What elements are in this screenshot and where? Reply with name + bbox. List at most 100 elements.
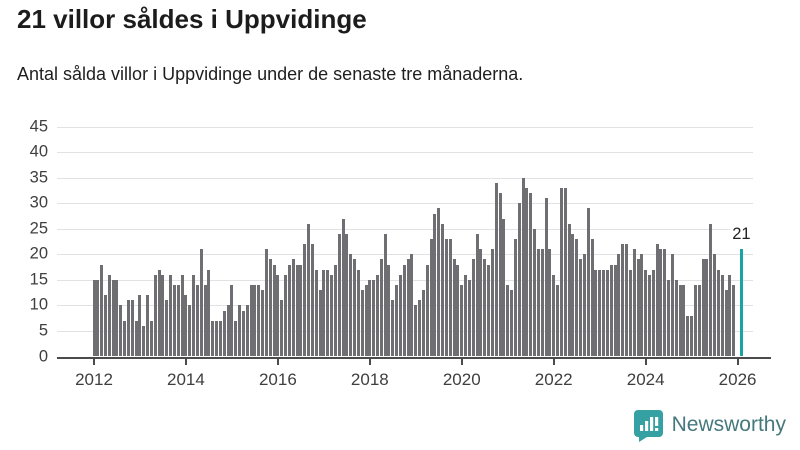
bar-month-136 (613, 264, 617, 357)
bar-month-93 (448, 239, 452, 357)
bar-month-141 (632, 249, 636, 357)
bar-month-36 (230, 285, 234, 357)
y-axis-label-30: 30 (29, 193, 48, 212)
bar-month-140 (628, 269, 632, 357)
bar-month-32 (215, 320, 219, 357)
x-axis-label-2026: 2026 (718, 369, 757, 389)
bar-month-148 (659, 249, 663, 357)
bar-month-88 (429, 239, 433, 357)
bar-month-139 (625, 244, 628, 357)
bar-month-68 (353, 259, 356, 357)
bar-month-94 (452, 259, 456, 357)
y-axis-label-10: 10 (29, 295, 48, 314)
bar-month-116 (536, 249, 540, 357)
bar-month-56 (307, 223, 311, 357)
bar-month-97 (464, 274, 468, 357)
latest-value-annotation: 21 (730, 225, 753, 245)
bar-month-162 (713, 254, 717, 357)
x-axis-tick-2024 (644, 359, 647, 365)
bar-month-117 (540, 249, 544, 357)
bar-month-38 (238, 305, 242, 357)
bar-month-120 (552, 274, 556, 357)
bar-month-103 (487, 264, 491, 357)
y-axis-label-15: 15 (29, 270, 48, 289)
y-axis-label-5: 5 (38, 321, 48, 340)
bar-month-78 (391, 300, 395, 357)
bar-month-165 (724, 290, 728, 357)
bar-month-142 (636, 259, 640, 357)
gridline-y30 (57, 203, 753, 205)
bar-month-134 (605, 269, 609, 357)
bar-month-50 (284, 274, 288, 357)
highlight-bar-latest (739, 249, 744, 357)
bar-month-10 (130, 300, 134, 357)
y-axis-label-0: 0 (38, 347, 48, 365)
bar-month-106 (498, 193, 502, 357)
x-axis-tick-2026 (736, 359, 739, 365)
bar-month-4 (107, 274, 111, 357)
bar-month-12 (138, 295, 142, 357)
bar-month-147 (655, 244, 659, 357)
bar-month-102 (483, 259, 487, 357)
bar-month-138 (621, 244, 625, 357)
bar-month-100 (475, 233, 479, 357)
gridline-y25 (57, 228, 753, 230)
bar-month-119 (548, 249, 552, 357)
bar-month-72 (368, 279, 372, 357)
bar-month-153 (678, 285, 682, 357)
bar-month-133 (602, 269, 606, 357)
bar-month-126 (575, 239, 579, 357)
x-axis-label-2020: 2020 (442, 369, 481, 389)
bar-month-114 (529, 193, 533, 357)
x-axis-tick-2016 (276, 359, 279, 365)
bar-month-98 (467, 279, 471, 357)
bar-month-90 (437, 208, 441, 357)
bar-month-79 (395, 285, 399, 357)
bar-month-62 (330, 274, 334, 357)
bar-month-58 (314, 269, 318, 357)
bar-month-64 (337, 233, 341, 357)
bar-month-151 (670, 254, 674, 357)
x-axis-label-2024: 2024 (626, 369, 665, 389)
bar-month-101 (479, 249, 483, 357)
bar-month-113 (525, 188, 529, 357)
bar-month-9 (126, 300, 130, 357)
bar-month-33 (218, 320, 222, 357)
bar-month-122 (559, 188, 563, 357)
bar-month-7 (119, 305, 123, 357)
bar-month-132 (598, 269, 602, 357)
bar-month-127 (579, 259, 583, 357)
bar-month-155 (686, 315, 690, 357)
bar-month-75 (379, 259, 383, 357)
bar-month-23 (180, 274, 184, 357)
bar-month-22 (176, 285, 180, 357)
bar-month-30 (207, 269, 211, 357)
bar-month-18 (161, 274, 165, 357)
bar-month-34 (222, 310, 226, 357)
bar-month-70 (360, 290, 364, 357)
bar-month-111 (517, 203, 521, 357)
bar-month-89 (433, 213, 437, 357)
bar-month-99 (471, 259, 475, 357)
bar-month-163 (716, 269, 720, 357)
bar-month-130 (590, 239, 594, 357)
bar-month-19 (165, 300, 169, 357)
bar-month-16 (153, 274, 157, 357)
bar-month-35 (226, 305, 230, 357)
x-axis-line (57, 356, 771, 359)
bar-month-65 (341, 218, 345, 357)
bar-month-42 (253, 285, 257, 357)
bar-month-24 (184, 295, 188, 357)
bar-month-28 (199, 249, 203, 357)
bar-month-41 (249, 285, 253, 357)
bar-month-110 (513, 239, 517, 357)
bar-month-150 (667, 279, 671, 357)
bar-month-131 (594, 269, 598, 357)
bar-month-31 (211, 320, 215, 357)
bar-month-91 (441, 223, 445, 357)
bar-month-112 (521, 177, 525, 357)
bar-month-164 (720, 274, 724, 357)
bar-month-160 (705, 259, 709, 357)
bar-month-40 (245, 305, 249, 357)
